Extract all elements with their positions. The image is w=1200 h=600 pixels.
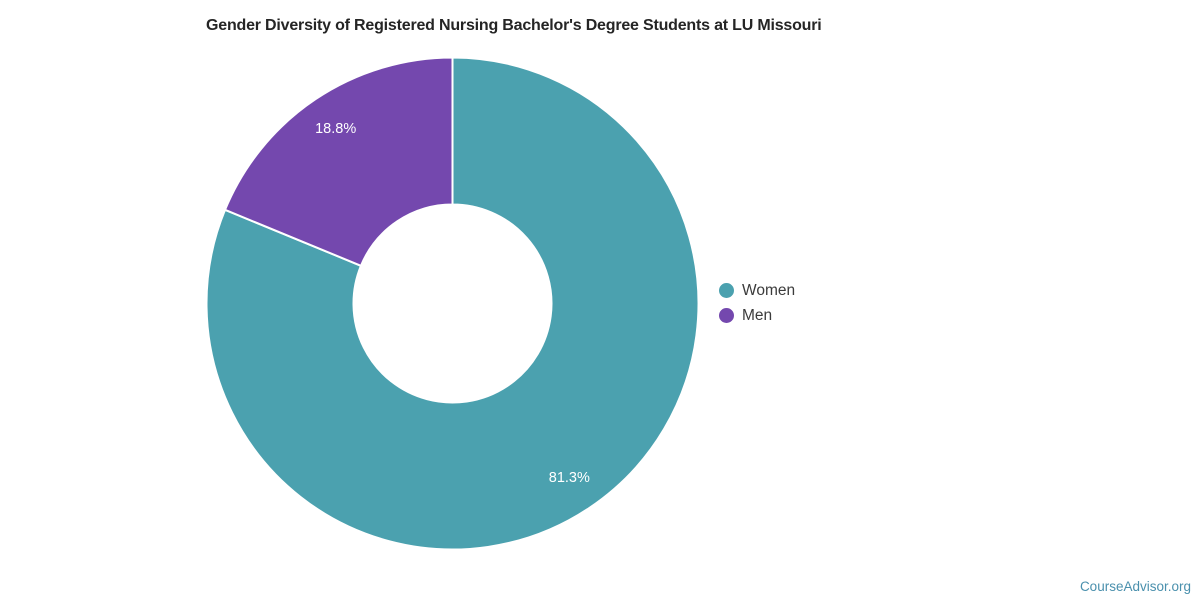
legend-label-women: Women [742, 281, 796, 299]
chart-title: Gender Diversity of Registered Nursing B… [206, 17, 822, 34]
legend-label-men: Men [742, 306, 773, 324]
courseadvisor-link[interactable]: CourseAdvisor.org [1079, 579, 1191, 594]
legend-item-women[interactable]: Women [719, 280, 795, 301]
slice-label-women: 81.3% [549, 470, 590, 486]
legend-swatch-women-icon [719, 283, 734, 298]
slice-label-men: 18.8% [315, 121, 356, 137]
donut-slice-men[interactable] [224, 56, 454, 267]
legend-item-men[interactable]: Men [719, 305, 795, 326]
legend-swatch-men-icon [719, 308, 734, 323]
chart-legend: Women Men [719, 280, 795, 330]
donut-slice-women[interactable] [205, 56, 700, 551]
